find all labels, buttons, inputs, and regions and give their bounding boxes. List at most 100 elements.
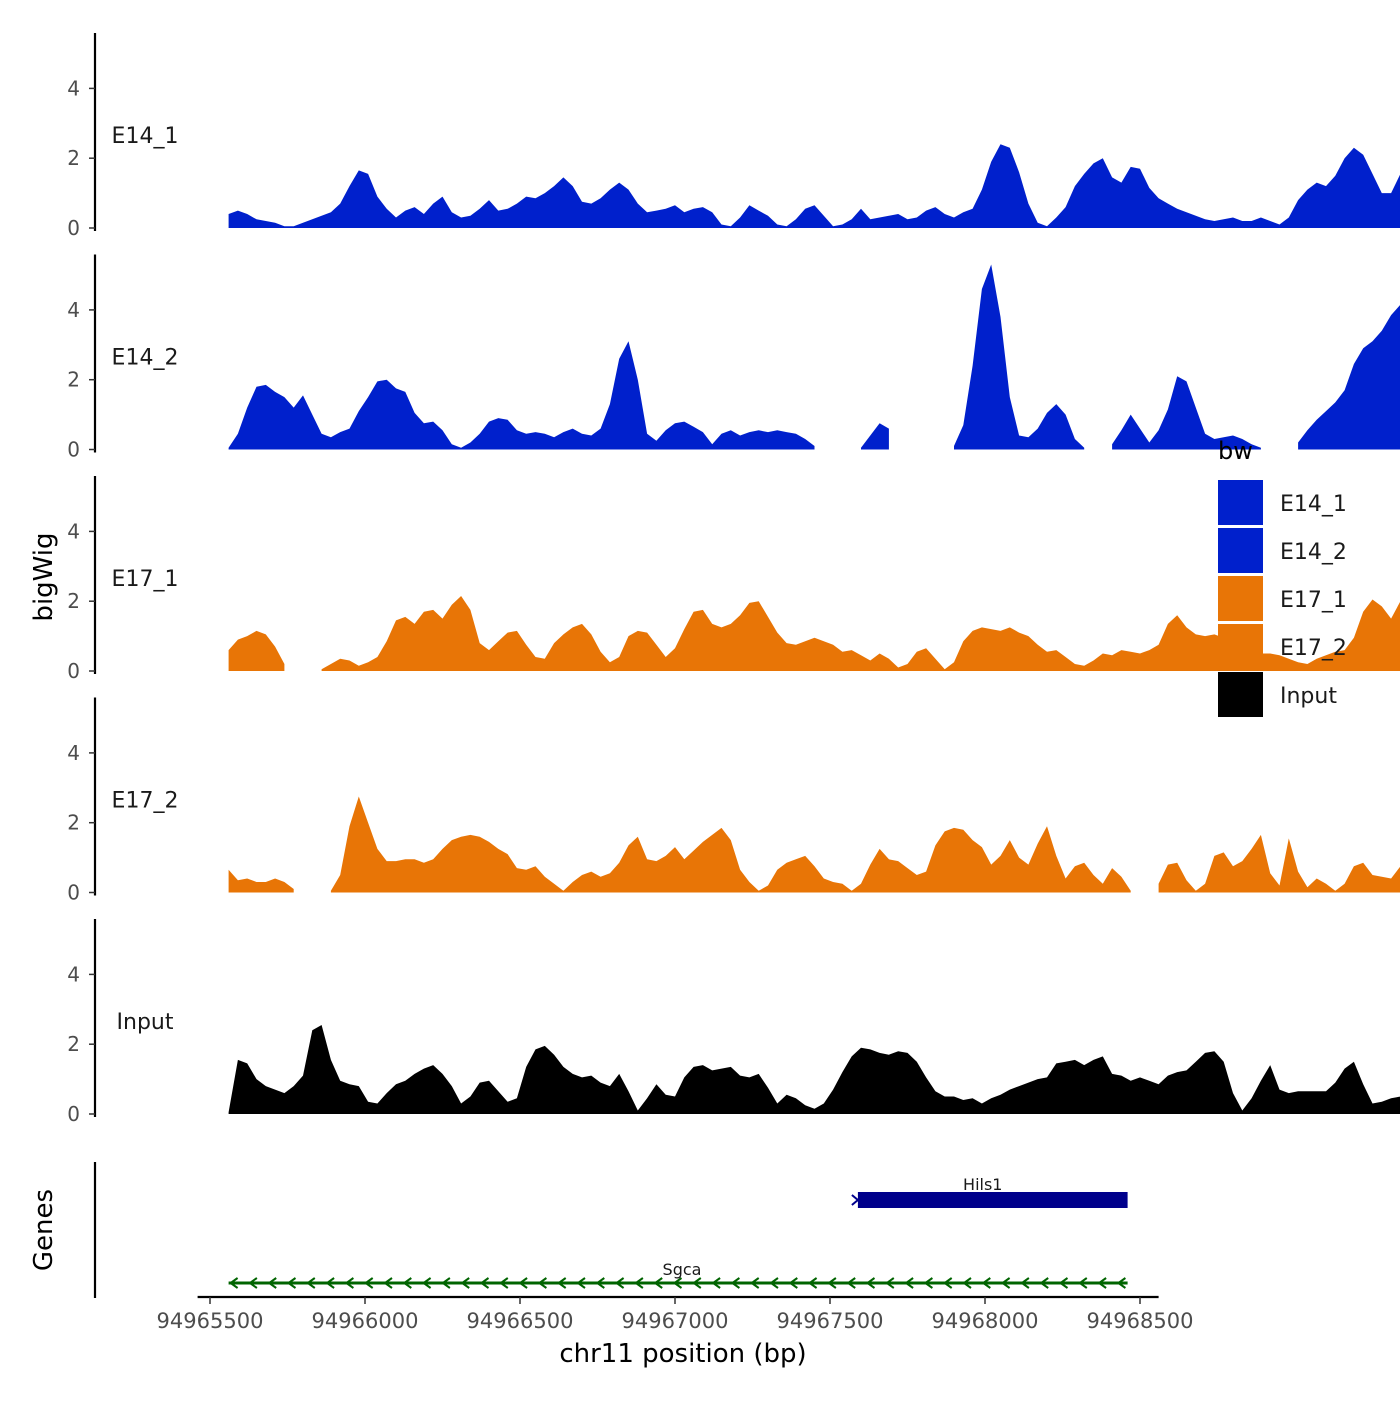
- gene-body: [857, 1192, 1128, 1208]
- gene-Hils1: Hils1: [851, 1175, 1128, 1208]
- y-tick-label: 0: [67, 216, 80, 240]
- y-tick-label: 2: [67, 1032, 80, 1056]
- strand-arrow: [595, 1277, 605, 1289]
- track-label: E14_1: [112, 124, 179, 149]
- strand-arrow: [267, 1277, 277, 1289]
- x-tick-label: 94965500: [157, 1309, 264, 1333]
- legend-label: E14_1: [1280, 492, 1347, 517]
- strand-arrow: [942, 1277, 953, 1289]
- track-panels: 0 2 4 E14_1 0 2 4 E14_2 0 2 4 E17_1 0 2 4 E17_2 0 2 4 Input: [67, 33, 1400, 1126]
- gene-track-panel: Hils1 Sgca: [93, 1162, 1128, 1298]
- strand-arrow: [769, 1277, 779, 1289]
- legend-label: E17_1: [1280, 588, 1347, 613]
- legend-title: bw: [1218, 437, 1253, 465]
- coverage-area-E14_2: [228, 341, 815, 450]
- strand-arrow: [851, 1194, 860, 1206]
- legend-key-Input: [1218, 672, 1263, 717]
- strand-arrow: [421, 1277, 432, 1289]
- track-label: E14_2: [112, 346, 179, 371]
- strand-arrow: [1078, 1277, 1088, 1289]
- track-E17_2: 0 2 4 E17_2: [67, 697, 1400, 905]
- strand-arrow: [537, 1277, 547, 1289]
- strand-arrow: [306, 1277, 316, 1289]
- legend-key-E17_1: [1218, 576, 1263, 621]
- strand-arrow: [518, 1277, 528, 1289]
- track-label: E17_2: [112, 789, 179, 814]
- y-tick-label: 0: [67, 881, 80, 905]
- track-E17_1: 0 2 4 E17_1: [67, 476, 1400, 683]
- track-E14_2: 0 2 4 E14_2: [67, 254, 1400, 462]
- x-tick-label: 94966000: [312, 1309, 419, 1333]
- strand-arrow: [672, 1277, 683, 1289]
- y-tick-label: 4: [67, 519, 80, 543]
- strand-arrow: [962, 1277, 972, 1289]
- strand-arrow: [286, 1277, 297, 1289]
- gene-Sgca: Sgca: [228, 1260, 1128, 1289]
- strand-arrow: [865, 1277, 876, 1289]
- coverage-area-E14_2: [1298, 305, 1400, 450]
- coverage-area-E17_2: [330, 796, 1131, 893]
- legend-label: E14_2: [1280, 540, 1347, 565]
- strand-arrow: [383, 1277, 393, 1289]
- x-tick-label: 94967000: [622, 1309, 729, 1333]
- legend: bw E14_1 E14_2 E17_1 E17_2 Input: [1218, 437, 1347, 717]
- strand-arrow: [344, 1277, 354, 1289]
- y-tick-label: 0: [67, 659, 80, 683]
- strand-arrow: [653, 1277, 663, 1289]
- strand-arrow: [634, 1277, 644, 1289]
- x-tick-label: 94967500: [777, 1309, 884, 1333]
- strand-arrow: [479, 1277, 490, 1289]
- y-tick-label: 2: [67, 811, 80, 835]
- strand-arrow: [923, 1277, 933, 1289]
- coverage-area-E14_2: [954, 264, 1085, 450]
- strand-arrow: [441, 1277, 451, 1289]
- strand-arrow: [904, 1277, 914, 1289]
- strand-arrow: [1000, 1277, 1011, 1289]
- y-tick-label: 2: [67, 146, 80, 170]
- strand-arrow: [1058, 1277, 1069, 1289]
- coverage-area-E14_2: [861, 423, 889, 450]
- strand-arrow: [402, 1277, 412, 1289]
- strand-arrow: [1039, 1277, 1049, 1289]
- track-label: E17_1: [112, 567, 179, 592]
- legend-label: Input: [1280, 684, 1337, 709]
- strand-arrow: [749, 1277, 760, 1289]
- y-tick-label: 2: [67, 589, 80, 613]
- strand-arrow: [325, 1277, 335, 1289]
- y-tick-label: 4: [67, 76, 80, 100]
- coverage-area-E17_1: [321, 596, 1400, 671]
- strand-arrow: [556, 1277, 567, 1289]
- y-tick-label: 0: [67, 438, 80, 462]
- y-tick-label: 4: [67, 298, 80, 322]
- genes-axis-label: Genes: [29, 1189, 59, 1271]
- strand-arrow: [692, 1277, 702, 1289]
- coverage-area-E14_1: [228, 144, 1400, 228]
- y-tick-label: 4: [67, 962, 80, 986]
- x-axis-label: chr11 position (bp): [559, 1339, 806, 1369]
- coverage-area-E17_2: [1158, 834, 1400, 893]
- strand-arrow: [614, 1277, 625, 1289]
- strand-arrow: [576, 1277, 586, 1289]
- strand-arrow: [460, 1277, 470, 1289]
- strand-arrow: [827, 1277, 837, 1289]
- strand-arrow: [730, 1277, 740, 1289]
- strand-arrow: [1020, 1277, 1030, 1289]
- coverage-area-E14_2: [1112, 376, 1261, 450]
- track-Input: 0 2 4 Input: [67, 919, 1400, 1126]
- legend-label: E17_2: [1280, 636, 1347, 661]
- strand-arrow: [711, 1277, 721, 1289]
- x-tick-label: 94966500: [467, 1309, 574, 1333]
- track-E14_1: 0 2 4 E14_1: [67, 33, 1400, 240]
- y-axis-label: bigWig: [29, 532, 59, 621]
- x-tick-label: 94968000: [932, 1309, 1039, 1333]
- legend-key-E14_2: [1218, 528, 1263, 573]
- strand-arrow: [1097, 1277, 1107, 1289]
- coverage-area-Input: [228, 1025, 1400, 1114]
- y-tick-label: 2: [67, 368, 80, 392]
- strand-arrow: [807, 1277, 818, 1289]
- strand-arrow: [228, 1277, 239, 1289]
- strand-arrow: [885, 1277, 895, 1289]
- y-tick-label: 0: [67, 1102, 80, 1126]
- track-label: Input: [117, 1010, 174, 1035]
